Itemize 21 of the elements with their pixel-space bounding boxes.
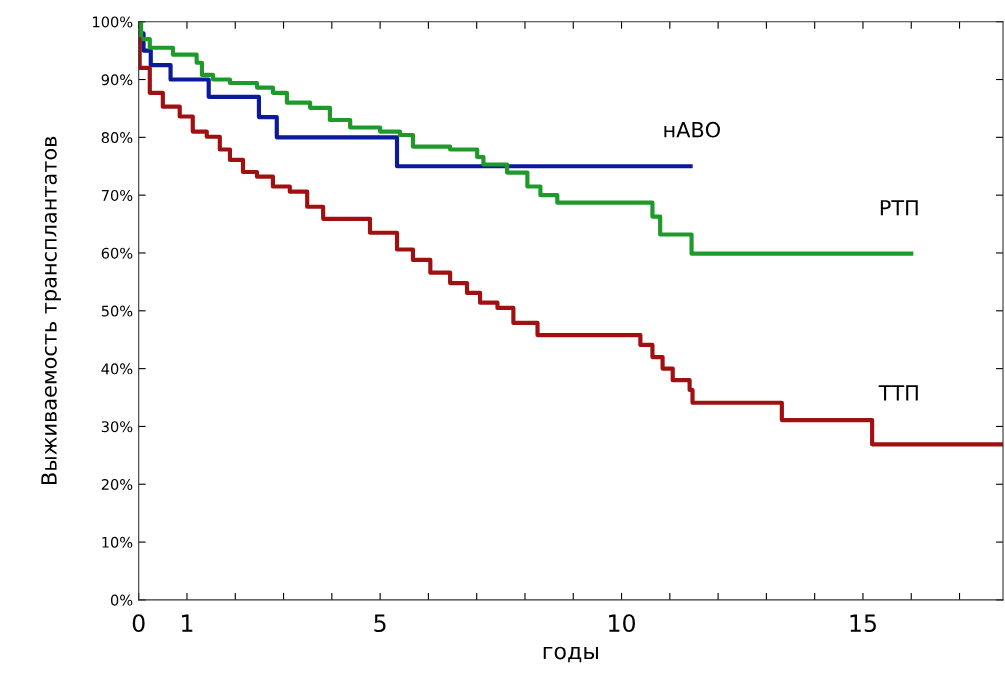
series-label: ТТП bbox=[878, 385, 918, 401]
y-tick-label: 80% bbox=[101, 132, 133, 144]
y-tick-label: 60% bbox=[101, 247, 133, 259]
y-tick-label: 40% bbox=[101, 363, 133, 375]
y-tick-label: 70% bbox=[101, 189, 133, 201]
x-tick-label: 0 bbox=[132, 614, 145, 633]
y-tick-label: 100% bbox=[93, 16, 133, 28]
x-tick-label: 10 bbox=[609, 614, 635, 633]
y-tick-label: 90% bbox=[101, 74, 133, 86]
x-axis-title: годы bbox=[543, 646, 598, 663]
y-tick-label: 0% bbox=[110, 594, 133, 606]
x-tick-label: 1 bbox=[182, 614, 193, 632]
x-tick-label: 5 bbox=[374, 614, 386, 633]
y-tick-label: 50% bbox=[101, 305, 133, 317]
series-label: РТП bbox=[880, 200, 918, 216]
series-label: нАВО bbox=[664, 121, 720, 138]
y-axis-title: Выживаемость трансплантатов bbox=[41, 136, 61, 484]
y-tick-label: 10% bbox=[102, 536, 133, 548]
y-tick-label: 20% bbox=[101, 478, 133, 491]
x-tick-label: 15 bbox=[850, 614, 876, 633]
y-tick-label: 30% bbox=[101, 421, 133, 433]
